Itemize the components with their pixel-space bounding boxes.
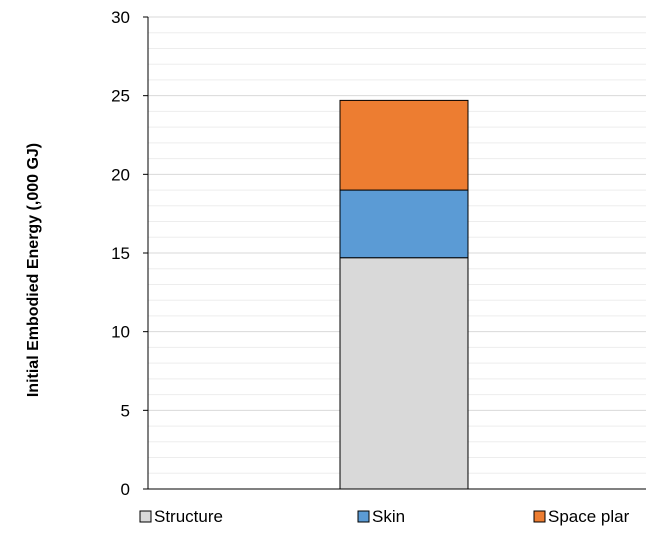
y-tick-label: 20 [111, 165, 130, 184]
bar-segment-skin [339, 189, 469, 259]
bar-segment-space-plar [339, 99, 469, 191]
bars [339, 99, 469, 490]
legend-label: Structure [154, 507, 223, 526]
y-tick-label: 15 [111, 244, 130, 263]
legend-swatch-space-plar [533, 510, 546, 523]
y-tick-label: 25 [111, 87, 130, 106]
y-tick-label: 5 [121, 401, 130, 420]
bar-segment-structure [339, 257, 469, 490]
y-tick-label: 30 [111, 8, 130, 27]
y-tick-label: 0 [121, 480, 130, 499]
legend-label: Space plar [548, 507, 630, 526]
y-tick-label: 10 [111, 323, 130, 342]
legend-swatch-skin [357, 510, 370, 523]
legend: Structure Skin Space plar [139, 507, 630, 526]
y-axis-title: Initial Embodied Energy (,000 GJ) [25, 143, 42, 397]
y-axis-ticks: 0 5 10 15 20 25 30 [111, 8, 148, 499]
legend-label: Skin [372, 507, 405, 526]
legend-swatch-structure [139, 510, 152, 523]
